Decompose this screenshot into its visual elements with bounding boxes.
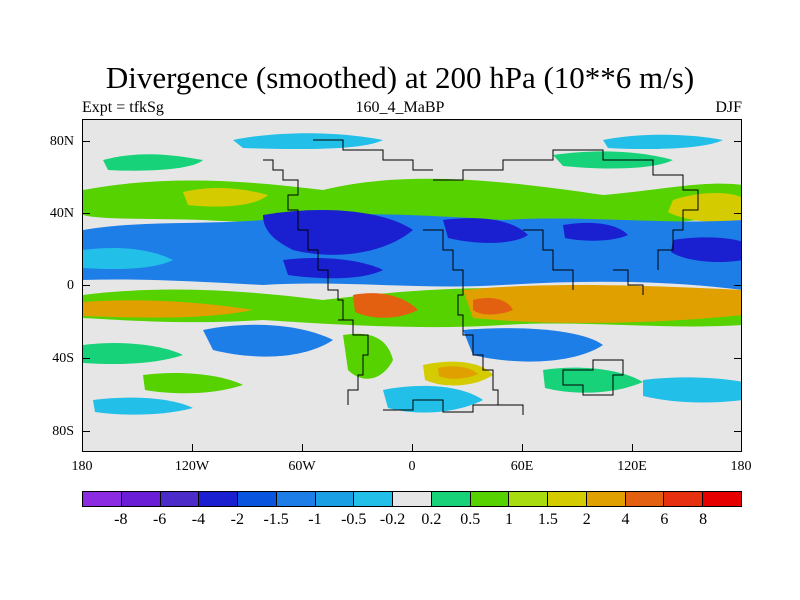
- legend-label: 4: [621, 511, 630, 528]
- field-south-blue-2: [463, 328, 603, 362]
- field-north-cyan-top: [233, 133, 383, 150]
- lon-tick: [192, 444, 193, 452]
- legend-swatch: [315, 492, 355, 506]
- legend-swatch: [509, 492, 549, 506]
- lat-tick: [82, 141, 90, 142]
- legend-swatch: [354, 492, 394, 506]
- field-north-green-top: [103, 154, 203, 171]
- lon-label-120e: 120E: [617, 459, 647, 474]
- legend-label: -8: [114, 511, 128, 528]
- field-south-green-1: [83, 343, 183, 365]
- lon-tick: [632, 444, 633, 452]
- lon-label-120w: 120W: [174, 459, 210, 474]
- lon-label-0: 0: [408, 459, 416, 474]
- field-subtropical-darkblue-3: [563, 222, 628, 241]
- field-north-yellow-1: [183, 188, 268, 207]
- legend-swatch: [121, 492, 161, 506]
- lat-tick: [82, 358, 90, 359]
- lat-label-80n: 80N: [49, 134, 74, 149]
- legend-swatch: [160, 492, 200, 506]
- lon-label-180e: 180: [730, 459, 752, 474]
- coastlines: [263, 139, 699, 415]
- legend-swatch: [83, 492, 122, 506]
- lon-tick: [412, 444, 413, 452]
- legend-label: 6: [660, 511, 669, 528]
- field-tropical-red-africa: [353, 293, 418, 318]
- field-north-green-band: [83, 178, 741, 225]
- field-south-orange-1: [438, 366, 478, 379]
- field-subtropical-darkblue-4: [671, 237, 741, 262]
- divergence-map: [82, 119, 742, 452]
- lat-tick: [82, 285, 90, 286]
- lat-label-40n: 40N: [49, 206, 74, 221]
- experiment-label: Expt = tfkSg: [82, 99, 164, 116]
- lon-tick: [82, 444, 83, 452]
- field-tropical-orange-east: [463, 285, 741, 323]
- season-label: DJF: [715, 99, 742, 116]
- field-south-green-3: [543, 367, 643, 393]
- legend-label: 1.5: [537, 511, 558, 528]
- legend-label: 0.2: [421, 511, 442, 528]
- legend-label: -1: [308, 511, 322, 528]
- lat-label-80s: 80S: [52, 424, 74, 439]
- lat-label-40s: 40S: [52, 351, 74, 366]
- lon-label-180w: 180: [71, 459, 93, 474]
- lat-tick: [734, 285, 742, 286]
- field-south-green-2: [343, 333, 393, 379]
- lat-tick: [734, 141, 742, 142]
- field-north-yellow-2: [668, 193, 741, 222]
- legend-swatch: [276, 492, 316, 506]
- lat-tick: [734, 213, 742, 214]
- legend-swatch: [393, 492, 432, 506]
- field-subtropical-darkblue-5: [283, 258, 383, 279]
- legend-swatch: [586, 492, 626, 506]
- field-tropical-red-indian: [473, 298, 513, 315]
- legend-label: -0.2: [379, 511, 406, 528]
- legend-swatch: [703, 492, 742, 506]
- legend-swatch: [548, 492, 587, 506]
- field-subtropical-cyan-west: [83, 248, 173, 270]
- color-legend-bar: [82, 491, 742, 507]
- lat-label-0: 0: [67, 278, 74, 293]
- legend-label: -2: [230, 511, 244, 528]
- legend-label: -6: [152, 511, 167, 528]
- field-subtropical-blue-band: [83, 214, 741, 290]
- lat-tick: [82, 431, 90, 432]
- period-label: 160_4_MaBP: [355, 99, 445, 116]
- lon-label-60e: 60E: [510, 459, 534, 474]
- field-south-blue-3: [383, 385, 483, 413]
- field-south-green-4: [143, 373, 243, 394]
- field-south-cyan-4: [643, 377, 741, 403]
- lon-label-60w: 60W: [288, 459, 316, 474]
- legend-label: -1.5: [263, 511, 289, 528]
- legend-label: -4: [191, 511, 206, 528]
- legend-label: 0.5: [460, 511, 481, 528]
- legend-swatch: [664, 492, 704, 506]
- legend-swatch: [199, 492, 239, 506]
- legend-swatch: [470, 492, 510, 506]
- legend-label: 1: [505, 511, 514, 528]
- legend-label: -0.5: [341, 511, 367, 528]
- lon-tick: [741, 444, 742, 452]
- lon-tick: [522, 444, 523, 452]
- lon-tick: [302, 444, 303, 452]
- field-south-cyan-5: [93, 397, 193, 415]
- field-tropical-orange-west: [83, 300, 253, 318]
- field-subtropical-darkblue-2: [443, 218, 528, 243]
- lat-tick: [734, 431, 742, 432]
- legend-swatch: [625, 492, 665, 506]
- legend-label: 8: [699, 511, 708, 528]
- field-subtropical-darkblue-1: [263, 210, 413, 255]
- legend-swatch: [238, 492, 277, 506]
- lat-tick: [734, 358, 742, 359]
- lat-tick: [82, 213, 90, 214]
- map-title: Divergence (smoothed) at 200 hPa (10**6 …: [105, 60, 695, 95]
- field-south-blue-1: [203, 324, 333, 357]
- field-north-cyan-top-2: [603, 134, 723, 150]
- legend-label: 2: [582, 511, 591, 528]
- divergence-field: [83, 133, 741, 415]
- legend-swatch: [431, 492, 471, 506]
